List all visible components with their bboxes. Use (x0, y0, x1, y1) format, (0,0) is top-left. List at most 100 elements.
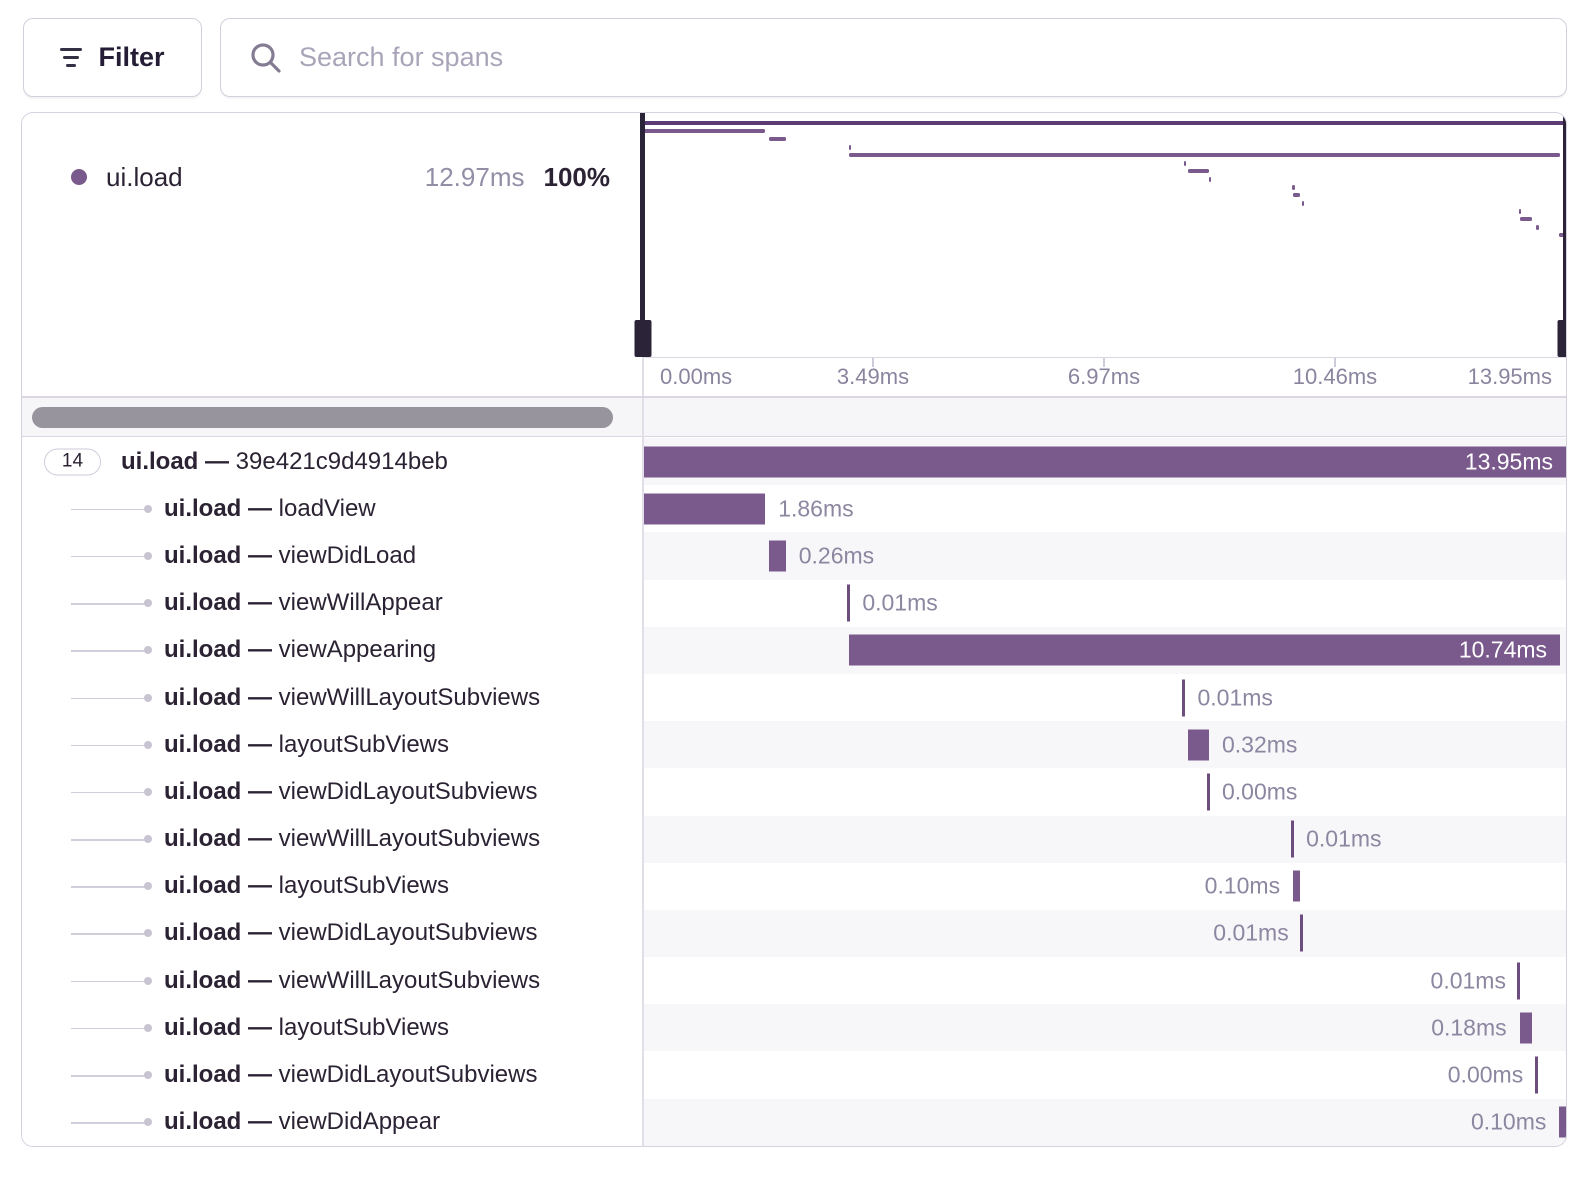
minimap-span-bar (1559, 233, 1566, 237)
trace-row[interactable]: ui.load — viewWillLayoutSubviews 0.01ms (22, 957, 1566, 1005)
trace-row[interactable]: ui.load — viewWillLayoutSubviews 0.01ms (22, 673, 1566, 722)
span-duration-bar[interactable] (1559, 1106, 1566, 1138)
span-label: ui.load — viewDidAppear (164, 1108, 440, 1136)
span-duration-bar[interactable]: 13.95ms (642, 446, 1566, 478)
minimap-span-bar (1301, 201, 1305, 206)
span-duration-bar[interactable] (1187, 729, 1209, 761)
span-duration-label: 0.32ms (1221, 731, 1298, 758)
span-label: ui.load — layoutSubViews (164, 872, 449, 900)
tree-connector (71, 1122, 145, 1124)
span-tree-cell: ui.load — loadView (22, 485, 642, 533)
span-waterfall-cell: 0.01ms (642, 815, 1566, 863)
trace-row[interactable]: ui.load — layoutSubViews 0.32ms (22, 721, 1566, 769)
span-description: layoutSubViews (278, 872, 450, 900)
span-duration-bar[interactable]: 10.74ms (848, 634, 1561, 666)
trace-row[interactable]: ui.load — viewDidLoad 0.26ms (22, 532, 1566, 580)
trace-row[interactable]: ui.load — layoutSubViews 0.18ms (22, 1004, 1566, 1052)
tree-connector (71, 886, 145, 888)
span-description: layoutSubViews (278, 730, 450, 758)
span-duration-bar[interactable] (768, 540, 786, 572)
span-duration-label: 0.01ms (1213, 919, 1289, 946)
horizontal-scrollbar-thumb[interactable] (32, 406, 613, 428)
trace-row[interactable]: ui.load — viewWillLayoutSubviews 0.01ms (22, 815, 1566, 863)
span-tree-cell: ui.load — layoutSubViews (22, 721, 642, 769)
tree-connector-dot (144, 740, 152, 749)
tree-connector (71, 744, 145, 747)
panel-divider[interactable] (642, 113, 644, 1146)
span-duration-bar[interactable] (1182, 679, 1186, 717)
span-waterfall-cell: 0.00ms (642, 768, 1566, 815)
span-duration-label: 0.10ms (1470, 1108, 1547, 1135)
minimap-span-bar (848, 153, 1561, 157)
span-duration-bar[interactable] (1519, 1012, 1532, 1044)
span-duration-bar[interactable] (1300, 914, 1304, 952)
search-input[interactable] (299, 42, 1546, 73)
span-op: ui.load — (164, 1013, 279, 1041)
span-duration-label: 0.01ms (862, 589, 938, 616)
span-duration-bar[interactable] (847, 584, 851, 622)
trace-row[interactable]: 14 ui.load — 39e421c9d4914beb 13.95ms (22, 438, 1566, 486)
minimap-span-bar (642, 129, 766, 133)
span-op: ui.load — (164, 589, 279, 617)
span-waterfall-cell: 0.10ms (642, 863, 1566, 910)
trace-row[interactable]: ui.load — viewDidAppear 0.10ms (22, 1098, 1566, 1146)
minimap-right-handle[interactable] (1557, 113, 1566, 357)
span-duration-bar[interactable] (1293, 870, 1300, 902)
span-waterfall-cell: 0.01ms (642, 909, 1566, 958)
span-tree-cell: ui.load — viewDidLoad (22, 532, 642, 580)
span-duration-bar[interactable] (1517, 962, 1521, 1000)
filter-button[interactable]: Filter (23, 18, 202, 97)
span-label: ui.load — layoutSubViews (164, 1014, 449, 1042)
filter-icon (60, 47, 83, 68)
axis-tick-label: 10.46ms (1292, 364, 1378, 389)
axis-tick-label: 13.95ms (1467, 364, 1552, 389)
trace-row[interactable]: ui.load — viewWillAppear 0.01ms (22, 579, 1566, 627)
minimap-left-handle[interactable] (634, 113, 651, 357)
span-waterfall-cell: 0.32ms (642, 721, 1566, 769)
trace-row[interactable]: ui.load — viewDidLayoutSubviews 0.00ms (22, 1051, 1566, 1099)
span-tree-cell: ui.load — viewAppearing (22, 626, 642, 674)
span-tree-cell: ui.load — layoutSubViews (22, 1004, 642, 1052)
minimap-left-handle-grip[interactable] (634, 320, 651, 357)
tree-connector (71, 697, 145, 700)
minimap-span-bar (1536, 225, 1539, 230)
minimap-right-handle-grip[interactable] (1557, 320, 1566, 357)
minimap-span-bar (1518, 209, 1522, 214)
span-tree-cell: ui.load — viewDidLayoutSubviews (22, 1051, 642, 1099)
trace-row[interactable]: ui.load — viewDidLayoutSubviews 0.00ms (22, 768, 1566, 816)
span-tree-cell: ui.load — viewDidAppear (22, 1098, 642, 1146)
trace-row[interactable]: ui.load — loadView 1.86ms (22, 485, 1566, 533)
tree-connector (71, 650, 145, 652)
span-duration-bar[interactable] (1290, 820, 1294, 858)
minimap-span-bar (1208, 177, 1212, 182)
tree-connector (71, 933, 145, 935)
minimap-span-bar (1187, 169, 1209, 173)
span-waterfall-cell: 0.00ms (642, 1051, 1566, 1098)
span-waterfall-cell: 0.18ms (642, 1004, 1566, 1052)
span-tree-cell: ui.load — layoutSubViews (22, 862, 642, 910)
trace-minimap[interactable] (634, 113, 1566, 357)
trace-row[interactable]: ui.load — layoutSubViews 0.10ms (22, 862, 1566, 910)
trace-panel: ui.load 12.97ms 100% 0.00ms 3.49ms 6.97ms 1… (21, 112, 1567, 1147)
time-axis: 0.00ms 3.49ms 6.97ms 10.46ms 13.95ms (642, 357, 1566, 396)
tree-connector-dot (144, 693, 152, 702)
tree-connector (71, 1075, 145, 1077)
legend-row[interactable]: ui.load 12.97ms 100% (22, 151, 642, 203)
span-waterfall-cell: 0.01ms (642, 674, 1566, 721)
span-duration-bar[interactable] (642, 493, 766, 525)
trace-row[interactable]: ui.load — viewDidLayoutSubviews 0.01ms (22, 909, 1566, 958)
span-waterfall-cell: 1.86ms (642, 485, 1566, 532)
span-description: viewWillAppear (278, 589, 443, 617)
span-label: ui.load — 39e421c9d4914beb (121, 448, 448, 476)
span-duration-bar[interactable] (1207, 773, 1211, 811)
span-description: viewDidLayoutSubviews (278, 1061, 538, 1089)
trace-row[interactable]: ui.load — viewAppearing 10.74ms (22, 626, 1566, 674)
span-duration-bar[interactable] (1534, 1056, 1538, 1094)
horizontal-scrollbar-track[interactable] (22, 397, 1566, 437)
span-tree-cell: 14 ui.load — 39e421c9d4914beb (22, 438, 642, 486)
tree-connector-dot (144, 1118, 152, 1127)
span-children-count-badge[interactable]: 14 (44, 448, 101, 476)
span-waterfall-cell: 13.95ms (642, 438, 1566, 486)
search-box[interactable] (220, 18, 1567, 97)
span-label: ui.load — viewWillAppear (164, 589, 443, 617)
